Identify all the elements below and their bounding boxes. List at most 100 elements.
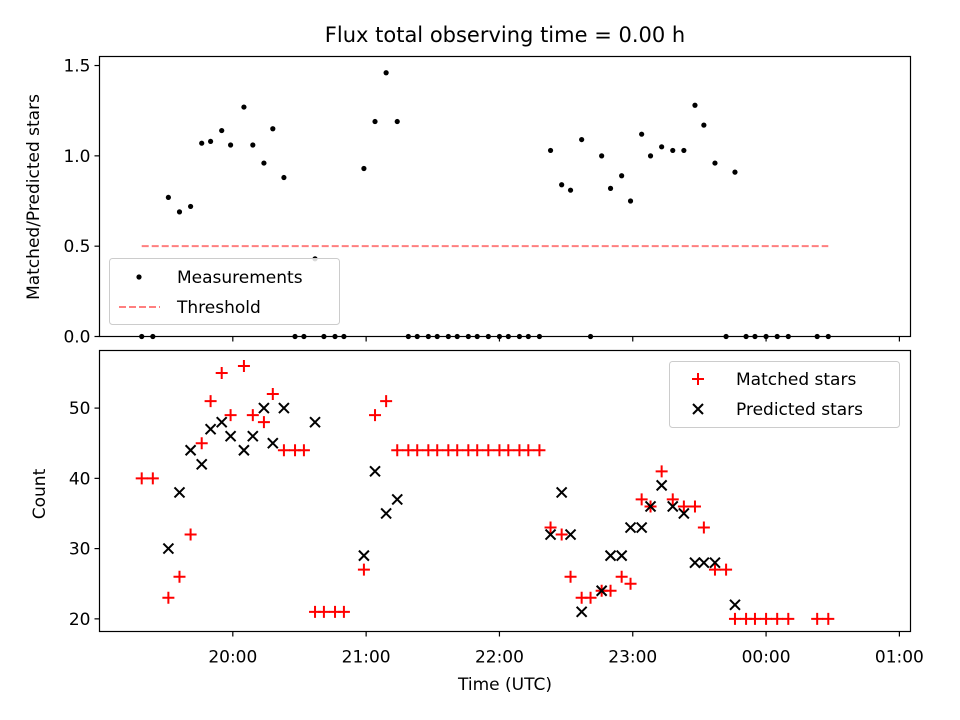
matched-star-point bbox=[502, 444, 515, 457]
star-count-plot-area bbox=[135, 359, 835, 625]
predicted-star-point bbox=[624, 521, 637, 534]
legend-matched-label: Matched stars bbox=[736, 370, 856, 390]
chart-title: Flux total observing time = 0.00 h bbox=[325, 23, 685, 47]
predicted-star-point bbox=[667, 500, 679, 513]
matched-star-point bbox=[184, 528, 197, 541]
legend-measurements-label: Measurements bbox=[177, 268, 303, 288]
y-tick-label: 40 bbox=[69, 469, 91, 489]
matched-star-point bbox=[411, 444, 424, 457]
matched-star-point bbox=[357, 563, 370, 576]
predicted-star-point bbox=[555, 486, 568, 499]
predicted-star-point bbox=[544, 528, 557, 541]
matched-star-point bbox=[728, 612, 741, 625]
measurement-point bbox=[599, 153, 605, 159]
legend-measurements-marker bbox=[136, 274, 142, 280]
measurement-point bbox=[187, 203, 194, 210]
matched-star-point bbox=[655, 465, 668, 478]
matched-star-point bbox=[471, 444, 484, 457]
measurement-point bbox=[207, 138, 214, 145]
predicted-star-point bbox=[238, 444, 250, 456]
measurement-point bbox=[361, 165, 367, 172]
star-count-y-axis-label: Count bbox=[30, 468, 50, 519]
flux-ratio-axes-frame bbox=[98, 55, 912, 338]
matched-star-point bbox=[277, 444, 290, 457]
legend-matched-marker bbox=[692, 373, 704, 385]
matched-star-point bbox=[822, 612, 835, 625]
predicted-star-point bbox=[564, 528, 577, 541]
matched-star-point bbox=[391, 444, 404, 457]
predicted-star-point bbox=[309, 416, 321, 428]
predicted-star-point bbox=[678, 507, 690, 520]
predicted-star-point bbox=[204, 423, 217, 435]
matched-star-point bbox=[173, 570, 186, 583]
matched-star-point bbox=[666, 493, 679, 506]
measurement-point bbox=[639, 131, 645, 137]
measurement-point bbox=[372, 118, 378, 125]
matched-star-point bbox=[237, 359, 250, 372]
measurement-point bbox=[176, 209, 183, 215]
y-tick-label: 1.5 bbox=[63, 57, 90, 77]
matched-star-point bbox=[204, 395, 217, 408]
x-tick-label: 22:00 bbox=[475, 648, 524, 668]
matched-star-point bbox=[555, 528, 568, 541]
matched-star-point bbox=[771, 612, 784, 625]
x-axis-label: Time (UTC) bbox=[457, 675, 552, 695]
predicted-star-point bbox=[698, 556, 710, 569]
y-tick-label: 20 bbox=[69, 610, 91, 630]
y-tick-label: 0.0 bbox=[63, 328, 90, 348]
measurement-point bbox=[659, 144, 665, 150]
measurement-point bbox=[559, 182, 565, 188]
predicted-star-point bbox=[184, 444, 197, 456]
predicted-star-point bbox=[173, 486, 186, 499]
matched-star-point bbox=[146, 472, 159, 485]
measurement-point bbox=[692, 102, 698, 108]
measurement-point bbox=[281, 174, 287, 181]
y-tick-label: 1.0 bbox=[63, 147, 90, 167]
matched-star-point bbox=[624, 577, 637, 590]
legend-threshold-label: Threshold bbox=[176, 298, 261, 318]
predicted-star-point bbox=[635, 521, 648, 534]
star-count-y-ticks: 20 30 40 50 bbox=[69, 399, 100, 630]
flux-ratio-x-ticks bbox=[232, 336, 900, 342]
y-tick-label: 0.5 bbox=[63, 237, 90, 257]
matched-star-point bbox=[760, 612, 773, 625]
matched-star-point bbox=[688, 500, 701, 513]
predicted-star-point bbox=[258, 402, 270, 414]
predicted-star-point bbox=[215, 416, 228, 428]
predicted-star-point bbox=[575, 606, 588, 618]
matched-star-point bbox=[297, 444, 310, 457]
measurement-point bbox=[383, 70, 389, 76]
predicted-star-point bbox=[162, 542, 175, 555]
matched-star-point bbox=[522, 444, 535, 457]
matched-star-point bbox=[533, 444, 546, 457]
measurement-point bbox=[567, 187, 574, 193]
matched-star-point bbox=[451, 444, 464, 457]
x-tick-label: 01:00 bbox=[875, 648, 924, 668]
matched-star-point bbox=[246, 409, 259, 422]
predicted-star-point bbox=[595, 585, 608, 597]
predicted-star-point bbox=[655, 479, 668, 492]
x-tick-label: 23:00 bbox=[608, 648, 657, 668]
matched-star-point bbox=[380, 395, 393, 408]
flux-ratio-plot-area bbox=[139, 70, 831, 340]
predicted-star-point bbox=[224, 430, 237, 442]
x-tick-label: 21:00 bbox=[342, 648, 391, 668]
predicted-star-point bbox=[391, 493, 403, 506]
measurement-point bbox=[165, 194, 171, 201]
predicted-star-point bbox=[615, 549, 628, 562]
matched-star-point bbox=[635, 493, 648, 506]
matched-star-point bbox=[584, 591, 597, 604]
matched-star-point bbox=[317, 605, 330, 618]
measurement-point bbox=[712, 160, 718, 166]
legend-predicted-label: Predicted stars bbox=[736, 400, 863, 420]
predicted-star-point bbox=[729, 599, 741, 611]
star-count-axes-frame bbox=[98, 349, 912, 633]
matched-star-point bbox=[257, 416, 270, 429]
matched-star-point bbox=[697, 521, 710, 534]
matched-star-point bbox=[369, 409, 382, 422]
measurement-point bbox=[670, 147, 676, 154]
measurement-point bbox=[227, 142, 234, 148]
matched-star-point bbox=[811, 612, 824, 625]
